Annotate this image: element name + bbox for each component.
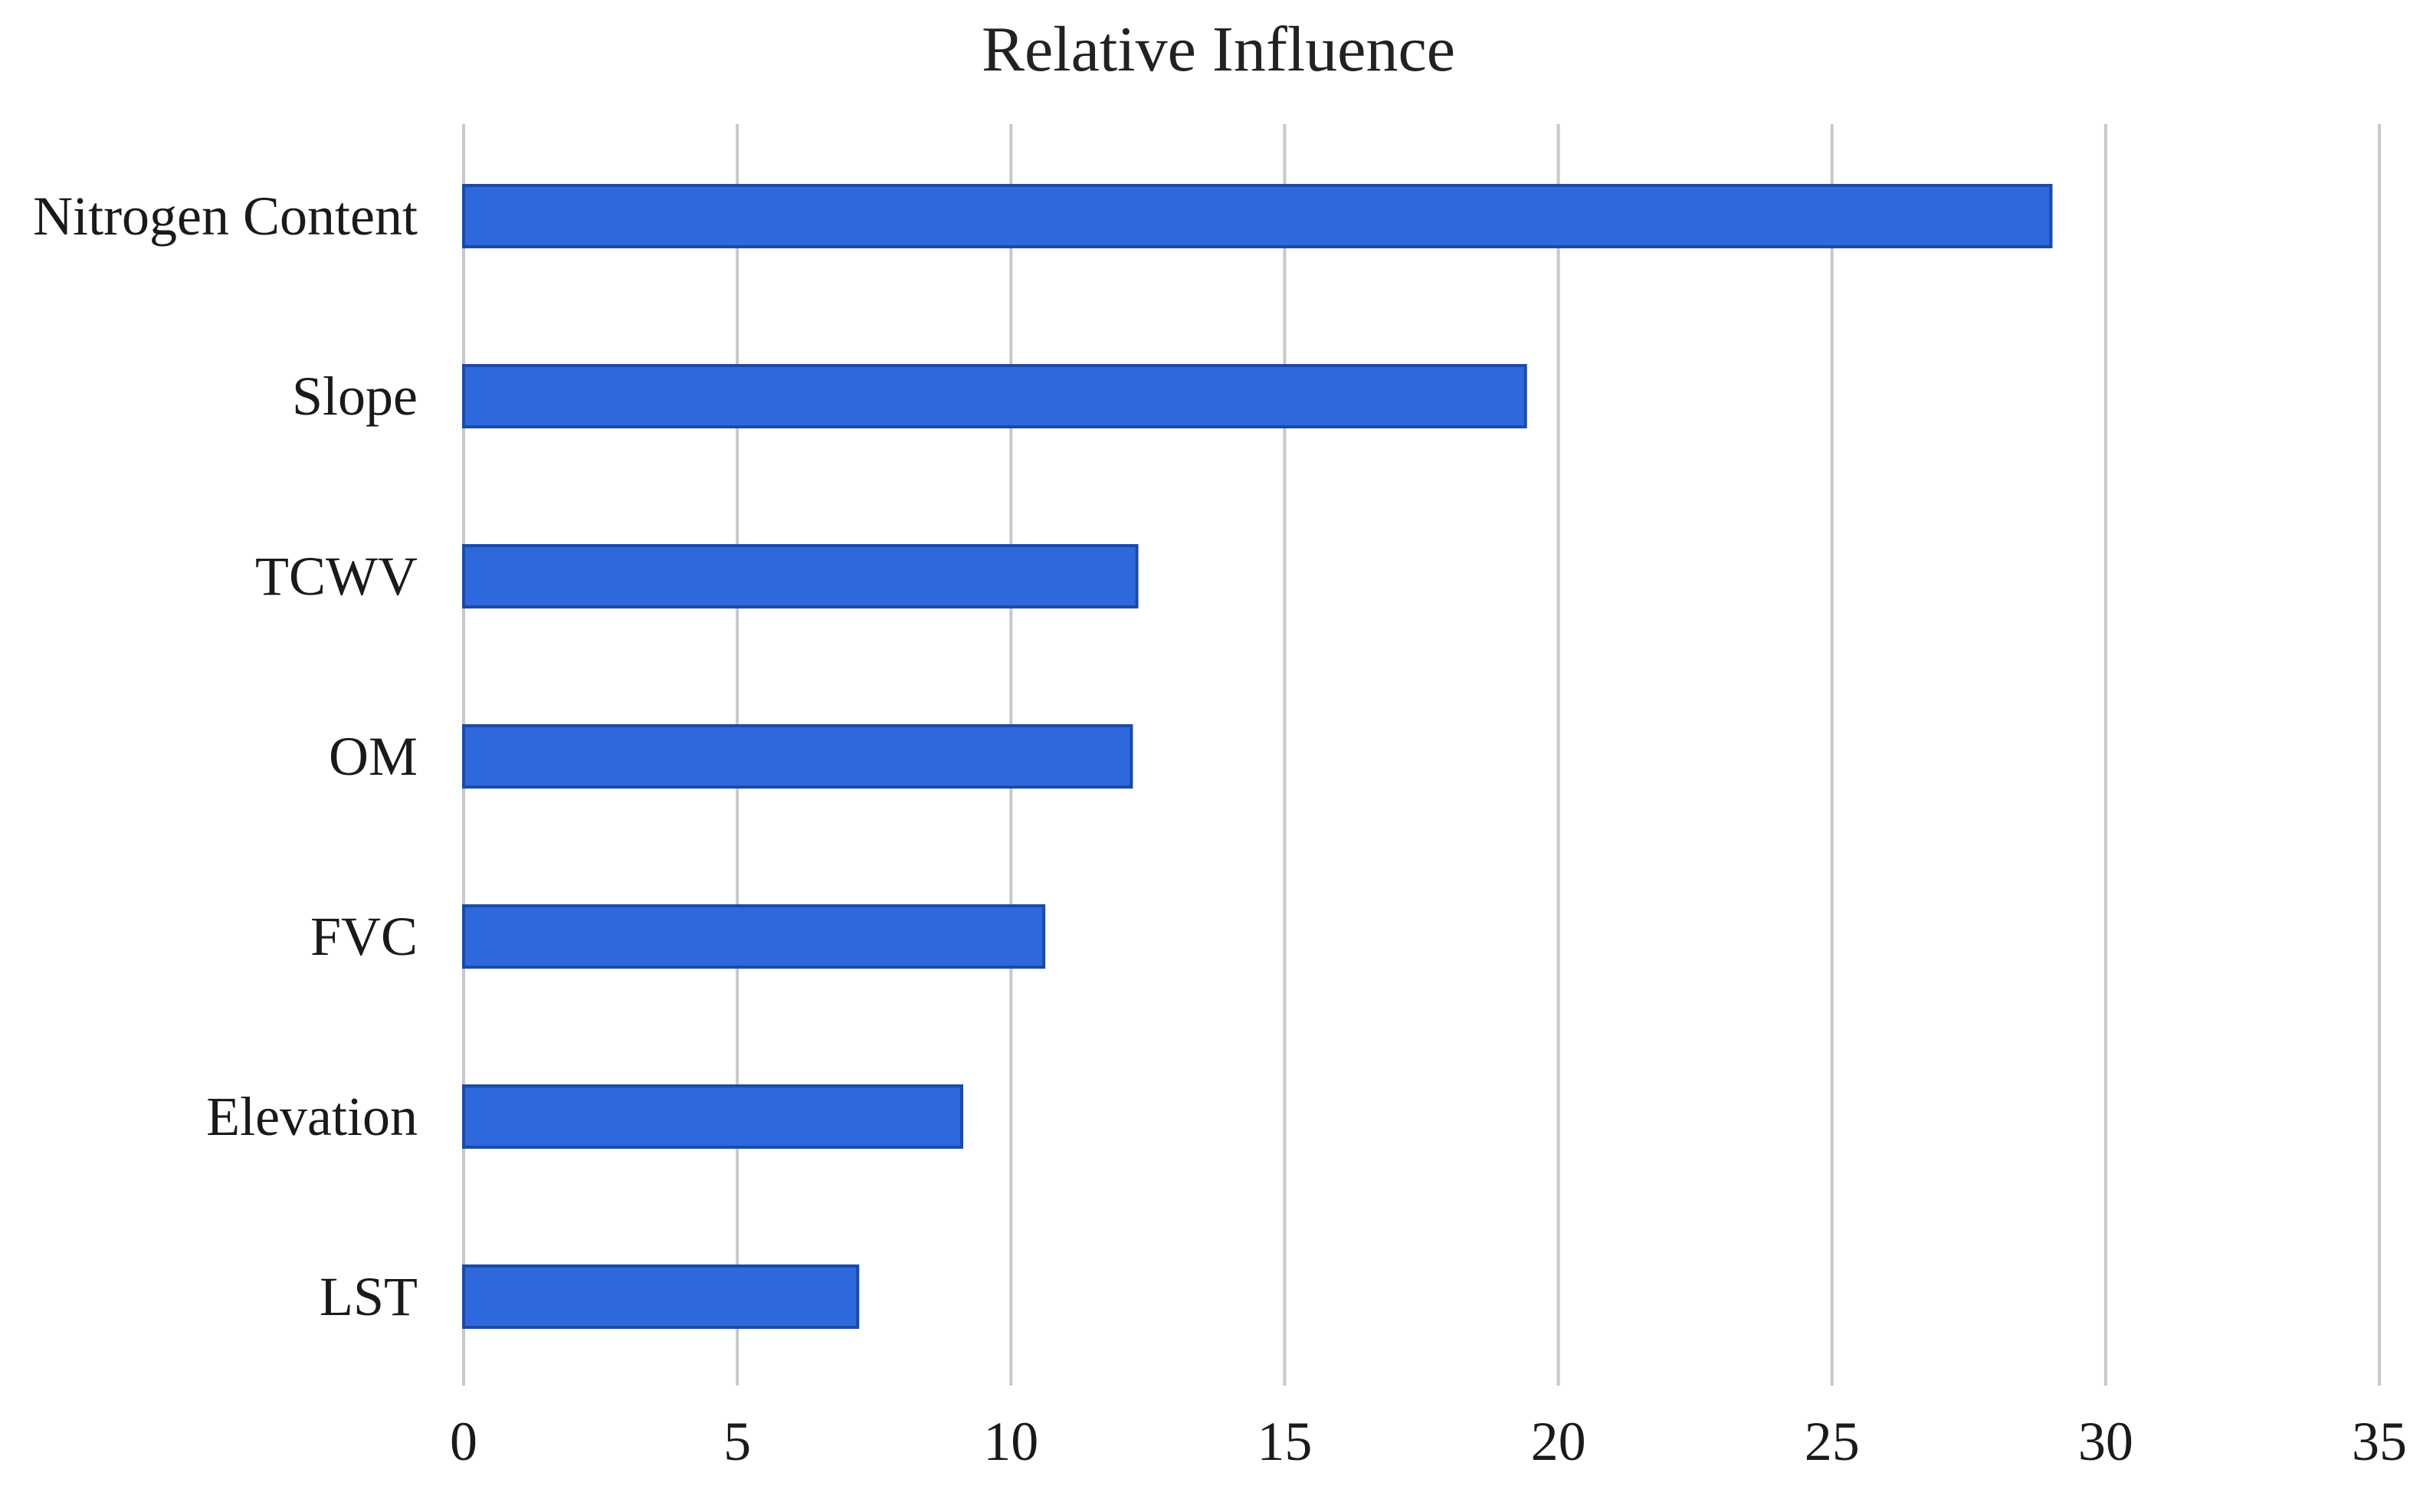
x-tick-label: 10 — [983, 1411, 1038, 1472]
category-label: Slope — [292, 366, 418, 427]
bar-lst — [462, 1264, 860, 1329]
chart-title: Relative Influence — [982, 14, 1455, 85]
x-tick-label: 35 — [2352, 1411, 2407, 1472]
category-labels: Nitrogen Content Slope TCWV OM FVC Elevation L… — [33, 185, 418, 1327]
x-tick-label: 30 — [2078, 1411, 2133, 1472]
x-tick-label: 15 — [1257, 1411, 1312, 1472]
bar-tcwv — [462, 544, 1139, 608]
category-label: Nitrogen Content — [33, 185, 418, 247]
bar-slope — [462, 364, 1527, 428]
bars — [462, 184, 2053, 1329]
bar-elevation — [462, 1084, 963, 1149]
category-label: TCWV — [255, 546, 418, 607]
bar-nitrogen-content — [462, 184, 2053, 248]
bar-fvc — [462, 904, 1046, 969]
x-tick-label: 20 — [1531, 1411, 1586, 1472]
x-axis-ticks: 0 5 10 15 20 25 30 35 — [450, 1411, 2407, 1472]
category-label: LST — [320, 1266, 418, 1327]
x-tick-label: 0 — [450, 1411, 477, 1472]
category-label: OM — [329, 726, 418, 787]
x-tick-label: 25 — [1805, 1411, 1860, 1472]
category-label: Elevation — [206, 1086, 418, 1147]
bar-om — [462, 724, 1133, 789]
category-label: FVC — [310, 906, 418, 967]
x-tick-label: 5 — [723, 1411, 751, 1472]
